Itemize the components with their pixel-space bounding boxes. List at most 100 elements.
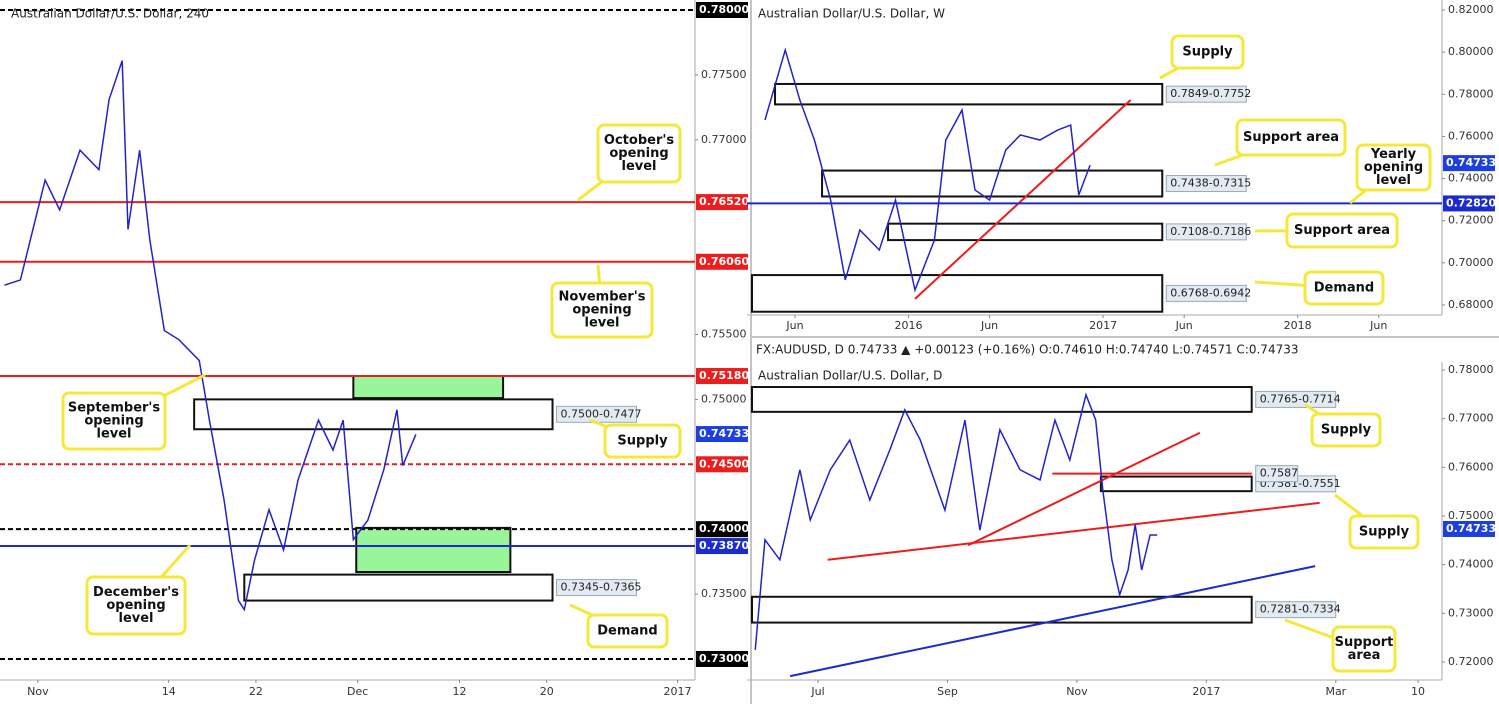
zone-label-box bbox=[1165, 175, 1247, 193]
x-tick-label: 2016 bbox=[894, 319, 922, 332]
callout-text: level bbox=[96, 427, 131, 442]
chart-subtitle: FX:AUDUSD, D 0.74733 ▲ +0.00123 (+0.16%)… bbox=[756, 343, 1298, 357]
y-tick-label: 0.74000 bbox=[1448, 172, 1494, 185]
callout-text: Yearly bbox=[1370, 147, 1417, 162]
level-label-box bbox=[696, 456, 748, 473]
zone-label: 0.7765-0.7714 bbox=[1260, 392, 1341, 405]
zone-label: 0.7281-0.7334 bbox=[1260, 603, 1341, 616]
last-price-box bbox=[1443, 520, 1495, 537]
zone-label: 0.7108-0.7186 bbox=[1170, 225, 1251, 238]
callout-text: Supply bbox=[1359, 525, 1410, 540]
callout-text: Supply bbox=[1182, 45, 1233, 60]
callout-box bbox=[85, 575, 187, 636]
zone-label-box bbox=[1165, 223, 1247, 241]
zone bbox=[1099, 475, 1253, 493]
callout-box bbox=[603, 423, 682, 459]
callout-box bbox=[596, 123, 682, 184]
callout-text: October's bbox=[604, 133, 674, 148]
zone-label: 0.7500-0.7477 bbox=[561, 407, 642, 420]
callout-text: Demand bbox=[597, 624, 658, 639]
x-tick-label: Nov bbox=[1066, 685, 1088, 698]
trendline bbox=[914, 99, 1132, 300]
y-tick-label: 0.68000 bbox=[1448, 298, 1494, 311]
segment-label: 0.7587 bbox=[1260, 467, 1299, 480]
level-label: 0.78000 bbox=[699, 3, 749, 16]
level-label: 0.76060 bbox=[699, 255, 749, 268]
callout-box bbox=[1285, 212, 1399, 249]
callout-box bbox=[1235, 118, 1347, 157]
level-label: 0.74500 bbox=[699, 457, 749, 470]
y-tick-label: 0.75000 bbox=[701, 392, 747, 405]
callout-text: level bbox=[1376, 173, 1411, 188]
zone bbox=[774, 82, 1164, 106]
callout-text: level bbox=[584, 316, 619, 331]
zone-label-box bbox=[1255, 601, 1337, 619]
zone-label-box bbox=[1255, 465, 1299, 483]
y-tick-label: 0.77500 bbox=[701, 68, 747, 81]
callout-text: Support area bbox=[1294, 223, 1390, 238]
y-tick-label: 0.82000 bbox=[1448, 3, 1494, 16]
zone bbox=[821, 169, 1164, 198]
x-tick-label: 12 bbox=[452, 685, 466, 698]
zone-label-box bbox=[1255, 390, 1337, 408]
zone bbox=[243, 573, 554, 602]
x-tick-label: Dec bbox=[347, 685, 368, 698]
zone bbox=[751, 595, 1253, 624]
callout-box bbox=[550, 281, 654, 339]
level-label: 0.75180 bbox=[699, 369, 749, 382]
y-tick-label: 0.70000 bbox=[1448, 256, 1494, 269]
x-tick-label: 2018 bbox=[1284, 319, 1312, 332]
x-tick-label: Jun bbox=[1175, 319, 1193, 332]
zone-label-box bbox=[1165, 85, 1247, 103]
x-tick-label: Jul bbox=[810, 685, 824, 698]
price-line bbox=[4, 60, 417, 612]
callout-text: opening bbox=[609, 146, 668, 161]
callout-text: opening bbox=[572, 303, 631, 318]
zone-label: 0.6768-0.6942 bbox=[1170, 286, 1251, 299]
level-label: 0.73870 bbox=[699, 539, 749, 552]
callout-text: November's bbox=[559, 290, 646, 305]
y-tick-label: 0.72000 bbox=[1448, 655, 1494, 668]
last-price-label: 0.74733 bbox=[1446, 156, 1496, 169]
x-tick-label: Jun bbox=[1369, 319, 1387, 332]
callout-text: Support area bbox=[1243, 130, 1339, 145]
callout-box bbox=[1303, 270, 1385, 306]
trendline bbox=[827, 501, 1320, 561]
zone bbox=[193, 398, 554, 431]
level-label: 0.73000 bbox=[699, 652, 749, 665]
y-tick-label: 0.75500 bbox=[701, 327, 747, 340]
callout-text: opening bbox=[1364, 160, 1423, 175]
y-tick-label: 0.76000 bbox=[1448, 460, 1494, 473]
level-label-box bbox=[696, 538, 748, 555]
zone bbox=[887, 222, 1164, 242]
last-price-box bbox=[696, 426, 748, 443]
x-tick-label: Jun bbox=[785, 319, 803, 332]
y-tick-label: 0.77000 bbox=[701, 133, 747, 146]
y-tick-label: 0.76000 bbox=[1448, 129, 1494, 142]
zone-label: 0.7438-0.7315 bbox=[1170, 177, 1251, 190]
chart-title: Australian Dollar/U.S. Dollar, 240 bbox=[11, 7, 209, 21]
callout-box bbox=[1331, 625, 1397, 673]
callout-box bbox=[61, 391, 167, 451]
callout-text: Supply bbox=[617, 434, 668, 449]
x-tick-label: 20 bbox=[540, 685, 554, 698]
level-label: 0.76520 bbox=[699, 195, 749, 208]
zone bbox=[751, 386, 1253, 413]
level-label-box bbox=[696, 253, 748, 270]
trendline bbox=[789, 565, 1316, 678]
y-tick-label: 0.75000 bbox=[1448, 509, 1494, 522]
callout-text: September's bbox=[68, 401, 161, 416]
x-tick-label: Mar bbox=[1325, 685, 1346, 698]
last-price-label: 0.74733 bbox=[1446, 522, 1496, 535]
y-tick-label: 0.73000 bbox=[1448, 606, 1494, 619]
x-tick-label: 14 bbox=[162, 685, 176, 698]
level-label-box bbox=[696, 521, 748, 538]
chart-title: Australian Dollar/U.S. Dollar, D bbox=[758, 369, 942, 383]
x-tick-label: 10 bbox=[1411, 685, 1425, 698]
last-price-label: 0.74733 bbox=[699, 427, 749, 440]
callout-text: December's bbox=[93, 585, 179, 600]
x-tick-label: 2017 bbox=[1089, 319, 1117, 332]
zone bbox=[355, 526, 512, 574]
zone-label: 0.7345-0.7365 bbox=[561, 581, 642, 594]
trendline bbox=[967, 431, 1201, 547]
